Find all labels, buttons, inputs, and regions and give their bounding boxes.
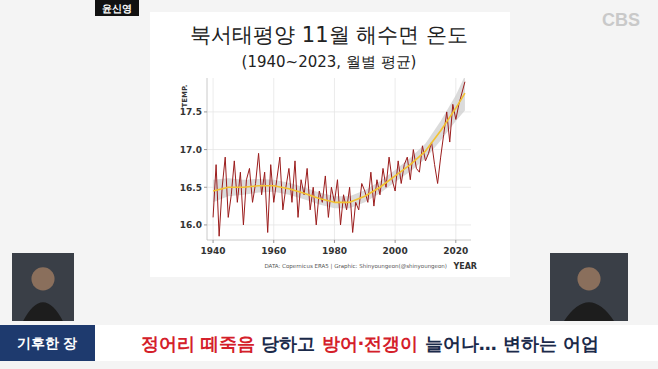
speaker-left-head (31, 267, 54, 290)
headline-segment: 방어·전갱이 (322, 333, 419, 354)
x-tick (213, 240, 214, 243)
caption-label-box (0, 325, 95, 361)
speaker-right (550, 253, 628, 321)
x-tick-label: 2020 (443, 246, 468, 256)
speaker-left (12, 253, 74, 321)
screen: 윤신영 CBS 북서태평양 11월 해수면 온도 (1940~2023, 월별 평균)… (0, 0, 658, 369)
y-axis-line (207, 78, 208, 240)
speaker-tag (95, 0, 139, 16)
headline-segment: 당하고 (255, 333, 322, 354)
speaker-left-frame (12, 253, 74, 321)
y-tick-label: 16.5 (180, 183, 202, 193)
y-grid-line (207, 111, 471, 112)
speaker-right-head (577, 267, 600, 290)
y-tick (204, 187, 207, 188)
x-tick-label: 1960 (261, 246, 286, 256)
x-tick-label: 2000 (383, 246, 408, 256)
trend-line (213, 93, 465, 202)
plot-marks (213, 78, 465, 236)
x-tick (395, 240, 396, 243)
x-tick (455, 240, 456, 243)
source-note: DATA: Copernicus ERA5 | Graphic: Shinyou… (264, 263, 447, 270)
x-tick-label: 1940 (201, 246, 226, 256)
chart-title: 북서태평양 11월 해수면 온도 (190, 23, 468, 47)
x-tick-label: 1980 (322, 246, 347, 256)
caption-label: 기후한 장 (17, 335, 78, 351)
caption-headline: 정어리 떼죽음 당하고 방어·전갱이 늘어나… 변하는 어업 (141, 333, 599, 354)
y-grid-line (207, 224, 471, 225)
chart-subtitle: (1940~2023, 월별 평균) (242, 53, 417, 71)
temperature-line (213, 82, 465, 236)
y-tick (204, 224, 207, 225)
speaker-left-body (23, 302, 63, 321)
speaker-right-body (564, 302, 614, 321)
x-axis-line (207, 240, 471, 241)
x-grid-line (273, 78, 274, 240)
y-axis-title: TEMP. (181, 84, 189, 107)
background (0, 0, 658, 369)
y-tick-label: 17.0 (180, 145, 202, 155)
y-tick (204, 149, 207, 150)
x-grid-line (334, 78, 335, 240)
y-tick-label: 16.0 (180, 220, 202, 230)
x-grid-line (395, 78, 396, 240)
speaker-right-frame (550, 253, 628, 321)
x-tick (334, 240, 335, 243)
headline-segment: 정어리 떼죽음 (141, 333, 255, 354)
headline-segment: 늘어나… 변하는 어업 (418, 333, 599, 354)
y-tick-label: 17.5 (180, 107, 202, 117)
speaker-name: 윤신영 (102, 3, 132, 14)
x-axis-title: YEAR (452, 262, 477, 271)
y-tick (204, 111, 207, 112)
axes: 16.0 16.5 17.0 17.5 1940 1960 1980 2000 2020 (180, 78, 471, 256)
slide-panel (150, 12, 510, 277)
x-tick (273, 240, 274, 243)
channel-logo: CBS (602, 10, 640, 30)
caption-bar (0, 325, 658, 361)
